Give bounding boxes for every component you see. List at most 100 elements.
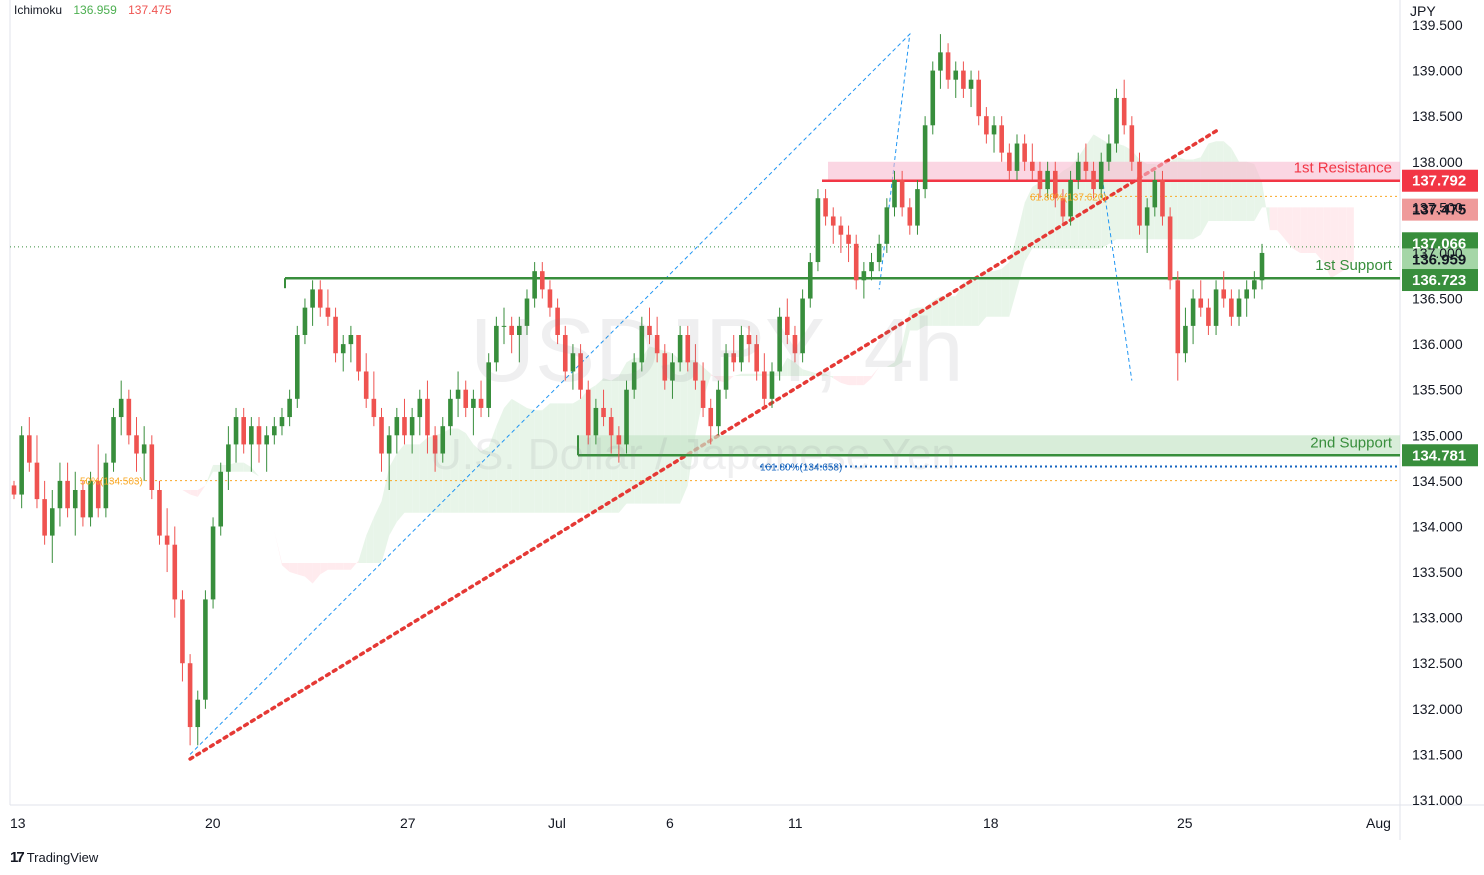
- candle-body: [11, 485, 17, 495]
- cloud-segment: [358, 535, 367, 563]
- candle: [907, 198, 913, 235]
- candle-body: [631, 362, 637, 390]
- cloud-segment: [458, 428, 466, 513]
- candle-body: [777, 316, 782, 372]
- cloud-segment: [373, 501, 382, 563]
- time-tick-label: 20: [205, 815, 221, 831]
- cloud-segment: [190, 490, 198, 497]
- fib-618-label: 61.80%(137.620): [1030, 192, 1107, 203]
- candle-body: [417, 398, 423, 418]
- candle-body: [1068, 180, 1073, 217]
- indicator-legend[interactable]: Ichimoku 136.959 137.475: [14, 3, 172, 17]
- cloud-segment: [733, 373, 742, 377]
- candle: [517, 316, 522, 363]
- span-price-badge: 137.475: [1412, 202, 1466, 219]
- cloud-segment: [312, 562, 321, 584]
- cloud-segment: [1277, 207, 1285, 240]
- candle-body: [1244, 289, 1249, 299]
- candle-body: [892, 180, 897, 208]
- support-2-price-badge-bg: [1402, 444, 1478, 467]
- candle-body: [1160, 180, 1165, 217]
- candle-body: [884, 207, 890, 244]
- candle-body: [379, 417, 384, 454]
- candle: [984, 107, 989, 144]
- candle: [739, 325, 744, 372]
- candle: [1229, 289, 1234, 326]
- candle: [501, 307, 507, 345]
- candle-body: [670, 362, 675, 381]
- candle-body: [1183, 325, 1188, 354]
- candle-body: [792, 335, 798, 354]
- candle-body: [340, 344, 346, 354]
- candle: [800, 289, 805, 363]
- candle-body: [547, 289, 553, 308]
- candle: [195, 690, 201, 746]
- candle: [945, 43, 951, 89]
- candle-body: [708, 407, 714, 427]
- candle-body: [1221, 289, 1227, 299]
- candle: [762, 353, 767, 408]
- candle: [11, 480, 17, 500]
- candle-body: [1075, 161, 1081, 180]
- candle: [425, 380, 430, 454]
- candle: [134, 417, 139, 472]
- candle: [555, 298, 560, 345]
- candle-body: [907, 207, 913, 226]
- candle-body: [654, 335, 660, 354]
- cloud-segment: [396, 444, 405, 522]
- candle: [769, 362, 775, 408]
- candle: [1083, 143, 1089, 180]
- candle-body: [478, 398, 484, 408]
- candle: [264, 426, 269, 472]
- candle-body: [938, 52, 943, 71]
- candle-body: [716, 389, 721, 427]
- candle: [685, 325, 691, 372]
- candle: [731, 335, 737, 372]
- candle-body: [991, 125, 997, 135]
- time-tick-label: 6: [666, 815, 674, 831]
- candle-body: [509, 325, 514, 335]
- candle-body: [1190, 298, 1196, 326]
- candle-body: [639, 325, 645, 363]
- cloud-segment: [335, 562, 344, 570]
- candle: [823, 189, 828, 226]
- candle: [838, 216, 844, 253]
- candle-body: [1259, 252, 1265, 281]
- cloud-segment: [412, 444, 420, 513]
- candle-body: [608, 417, 614, 436]
- candle-body: [264, 435, 269, 445]
- cloud-segment: [710, 373, 719, 381]
- tradingview-icon: 17: [10, 849, 25, 866]
- cloud-segment: [1300, 207, 1308, 253]
- cloud-segment: [871, 366, 880, 379]
- candlesticks: [11, 34, 1265, 746]
- candle: [386, 426, 392, 490]
- candle: [486, 353, 491, 418]
- grid: [9, 0, 1484, 840]
- price-tick-label: 137.000: [1412, 245, 1463, 261]
- cloud-segment: [251, 467, 260, 477]
- candle: [976, 70, 982, 126]
- price-tick-label: 132.500: [1412, 655, 1463, 671]
- candle-body: [953, 70, 959, 80]
- description-watermark: U.S. Dollar / Japanese Yen: [430, 430, 956, 479]
- candle-body: [371, 398, 377, 418]
- candle: [103, 453, 109, 518]
- candle-body: [42, 499, 47, 536]
- brand-logo[interactable]: 17 TradingView: [10, 849, 98, 866]
- cloud-segment: [1269, 207, 1278, 231]
- candle-body: [616, 435, 622, 445]
- candle: [1252, 271, 1257, 299]
- price-tick-label: 132.000: [1412, 701, 1463, 717]
- candle: [991, 116, 997, 153]
- candle: [922, 116, 928, 199]
- candle-body: [302, 307, 308, 335]
- cloud-segment: [572, 398, 581, 513]
- candle: [118, 380, 124, 436]
- candle: [1167, 207, 1173, 290]
- candle-body: [532, 271, 537, 299]
- cloud-segment: [343, 562, 351, 570]
- candle-body: [425, 398, 430, 436]
- cloud-segment: [205, 464, 214, 486]
